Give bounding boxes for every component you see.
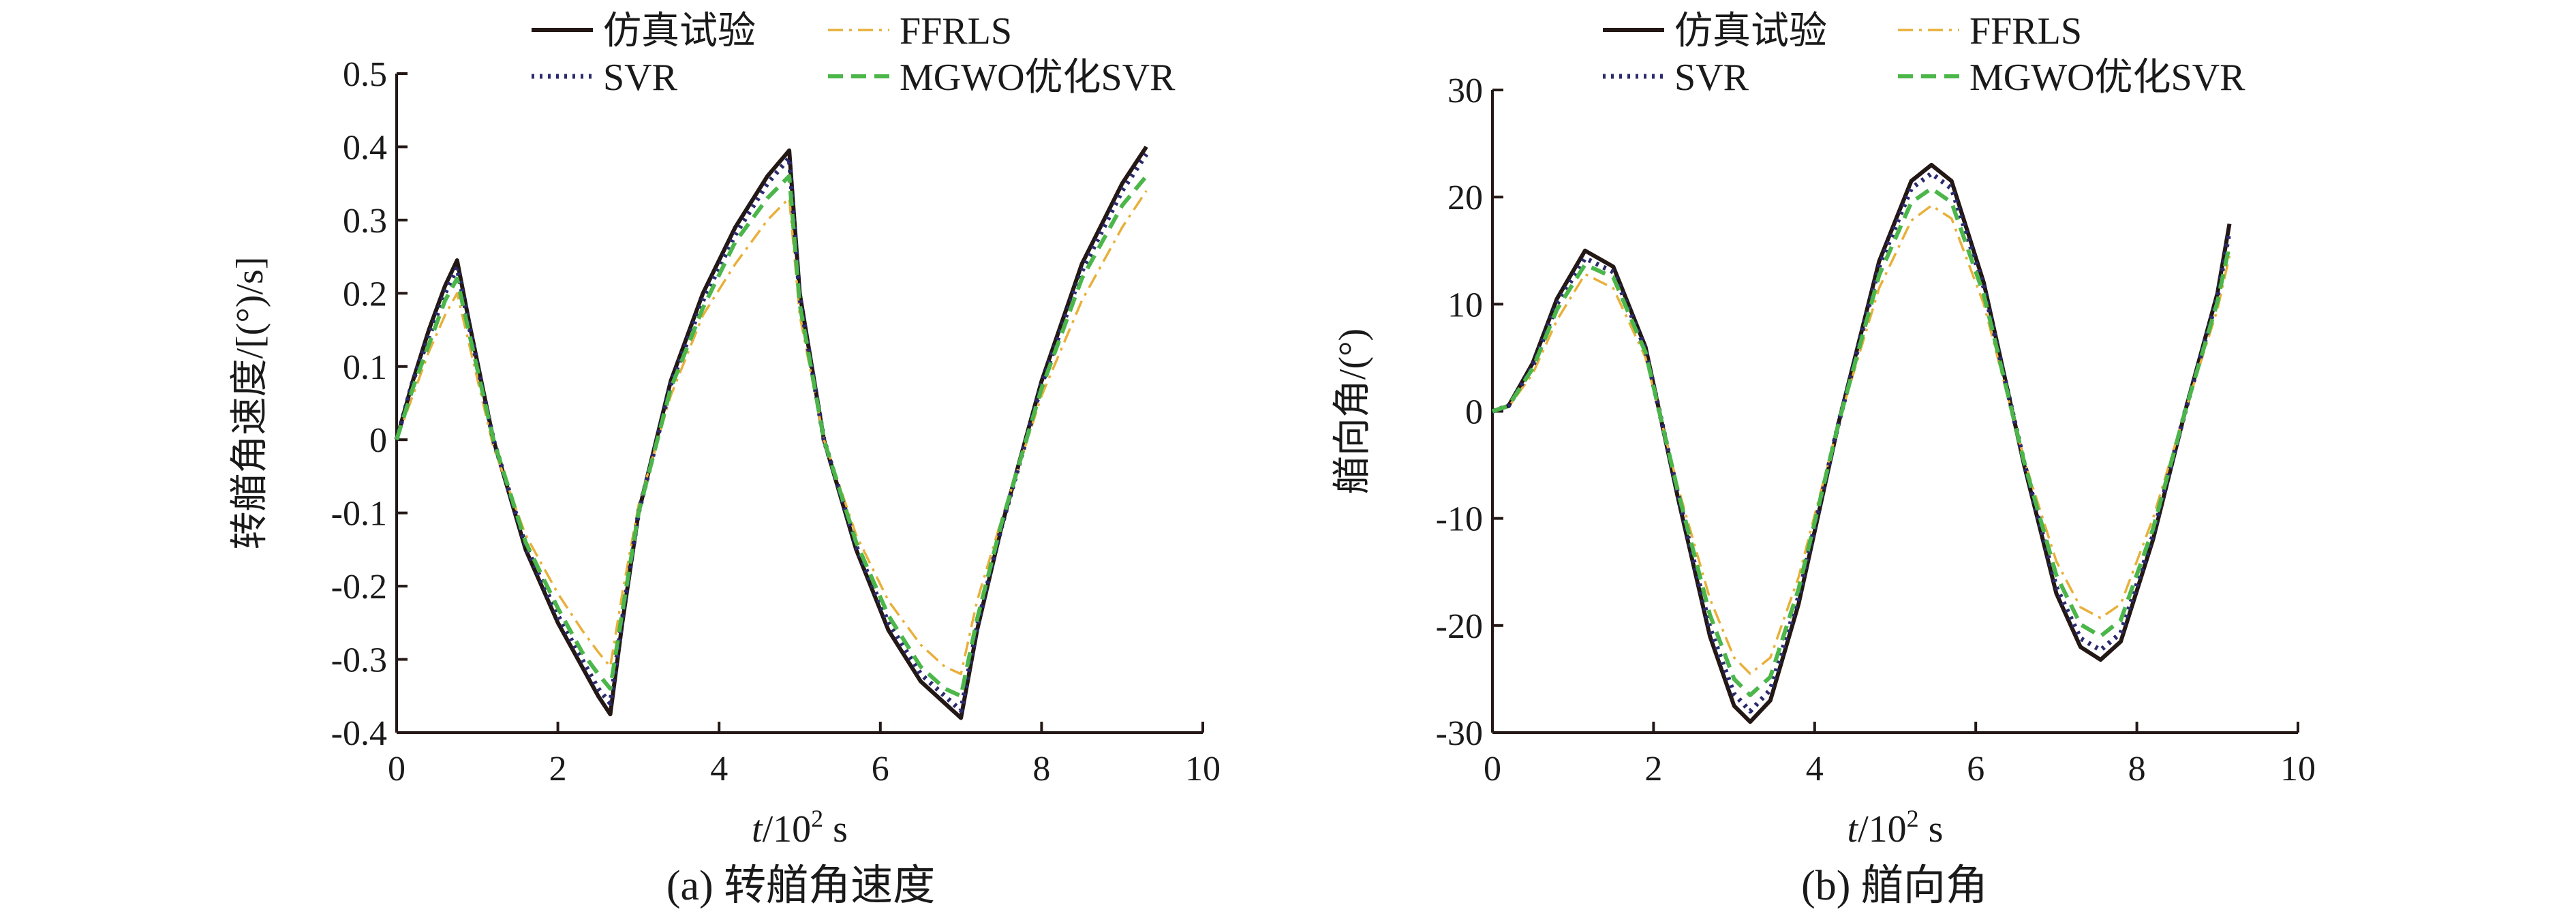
x-axis-label-unit: s bbox=[823, 808, 848, 850]
y-tick-label: -20 bbox=[1436, 607, 1483, 646]
y-tick-label: 0.1 bbox=[343, 348, 387, 387]
y-tick-label: 0.3 bbox=[343, 202, 387, 241]
y-tick-label: 20 bbox=[1447, 179, 1483, 217]
x-axis-label: t/102 s bbox=[1847, 805, 1944, 850]
y-tick-label: -0.3 bbox=[331, 641, 387, 680]
x-tick-label: 6 bbox=[1967, 750, 1984, 788]
y-tick-label: 30 bbox=[1447, 72, 1483, 110]
y-tick-label: -0.2 bbox=[331, 568, 387, 607]
series-line-3 bbox=[395, 174, 1148, 699]
series-line-0 bbox=[1492, 163, 2232, 724]
x-axis-label-var: t bbox=[1847, 808, 1859, 850]
y-axis-label: 转艏角速度/[(°)/s] bbox=[229, 257, 271, 550]
x-tick-label: 8 bbox=[2128, 750, 2146, 788]
series-line-0 bbox=[395, 145, 1148, 720]
legend-label-1: FFRLS bbox=[1969, 10, 2082, 52]
series-line-1 bbox=[395, 189, 1148, 675]
y-tick-label: 10 bbox=[1447, 286, 1483, 324]
legend-label-1: FFRLS bbox=[900, 10, 1012, 52]
x-tick-label: 0 bbox=[1484, 750, 1501, 788]
series-line-2 bbox=[394, 153, 1149, 714]
chart-caption: (b) 艏向角 bbox=[1801, 863, 1988, 909]
x-axis-label-var: t bbox=[752, 808, 763, 850]
x-tick-label: 2 bbox=[1644, 750, 1662, 788]
y-tick-label: 0 bbox=[1465, 393, 1483, 432]
x-tick-label: 0 bbox=[388, 750, 405, 788]
series-line-1 bbox=[1492, 204, 2231, 675]
legend-label-3: MGWO优化SVR bbox=[900, 57, 1176, 99]
y-tick-label: -0.1 bbox=[331, 495, 387, 534]
x-axis-label-unit-base: /10 bbox=[763, 808, 812, 850]
series-line-3 bbox=[1492, 186, 2232, 697]
legend-label-0: 仿真试验 bbox=[1674, 10, 1827, 52]
x-tick-label: 10 bbox=[1185, 750, 1221, 788]
y-tick-label: 0.4 bbox=[343, 128, 387, 167]
series-line-2 bbox=[1491, 171, 2232, 714]
x-axis-label: t/102 s bbox=[752, 805, 848, 850]
y-tick-label: -10 bbox=[1436, 500, 1483, 539]
chart-caption: (a) 转艏角速度 bbox=[666, 863, 935, 909]
y-tick-label: -30 bbox=[1436, 714, 1483, 753]
x-axis-label-exponent: 2 bbox=[811, 805, 823, 832]
y-tick-label: -0.4 bbox=[331, 714, 387, 753]
legend-label-0: 仿真试验 bbox=[603, 10, 756, 52]
x-tick-label: 10 bbox=[2280, 750, 2316, 788]
x-axis-label-exponent: 2 bbox=[1907, 805, 1919, 832]
chart-panel-b: 0 2 4 6 8 10 30 20 10 0 -10 -20 -30 仿真试验 FFRLS SVR MGWO优… bbox=[1332, 10, 2316, 909]
x-tick-label: 8 bbox=[1032, 750, 1050, 788]
x-tick-label: 4 bbox=[710, 750, 728, 788]
x-axis-label-unit: s bbox=[1919, 808, 1944, 850]
x-tick-label: 4 bbox=[1806, 750, 1824, 788]
y-axis-label: 艏向角/(°) bbox=[1332, 328, 1374, 494]
x-tick-label: 2 bbox=[549, 750, 567, 788]
x-axis-label-unit-base: /10 bbox=[1858, 808, 1907, 850]
chart-panel-a: 0 2 4 6 8 10 0.5 0.4 0.3 0.2 0.1 0 -0.1 -0.2 -0.3 -0.4 仿… bbox=[229, 10, 1221, 909]
legend-label-2: SVR bbox=[1674, 57, 1749, 99]
x-tick-label: 6 bbox=[872, 750, 889, 788]
legend-label-2: SVR bbox=[603, 57, 678, 99]
y-tick-label: 0.2 bbox=[343, 275, 387, 313]
legend-label-3: MGWO优化SVR bbox=[1969, 57, 2245, 99]
y-tick-label: 0.5 bbox=[343, 55, 387, 94]
y-tick-label: 0 bbox=[369, 421, 387, 460]
